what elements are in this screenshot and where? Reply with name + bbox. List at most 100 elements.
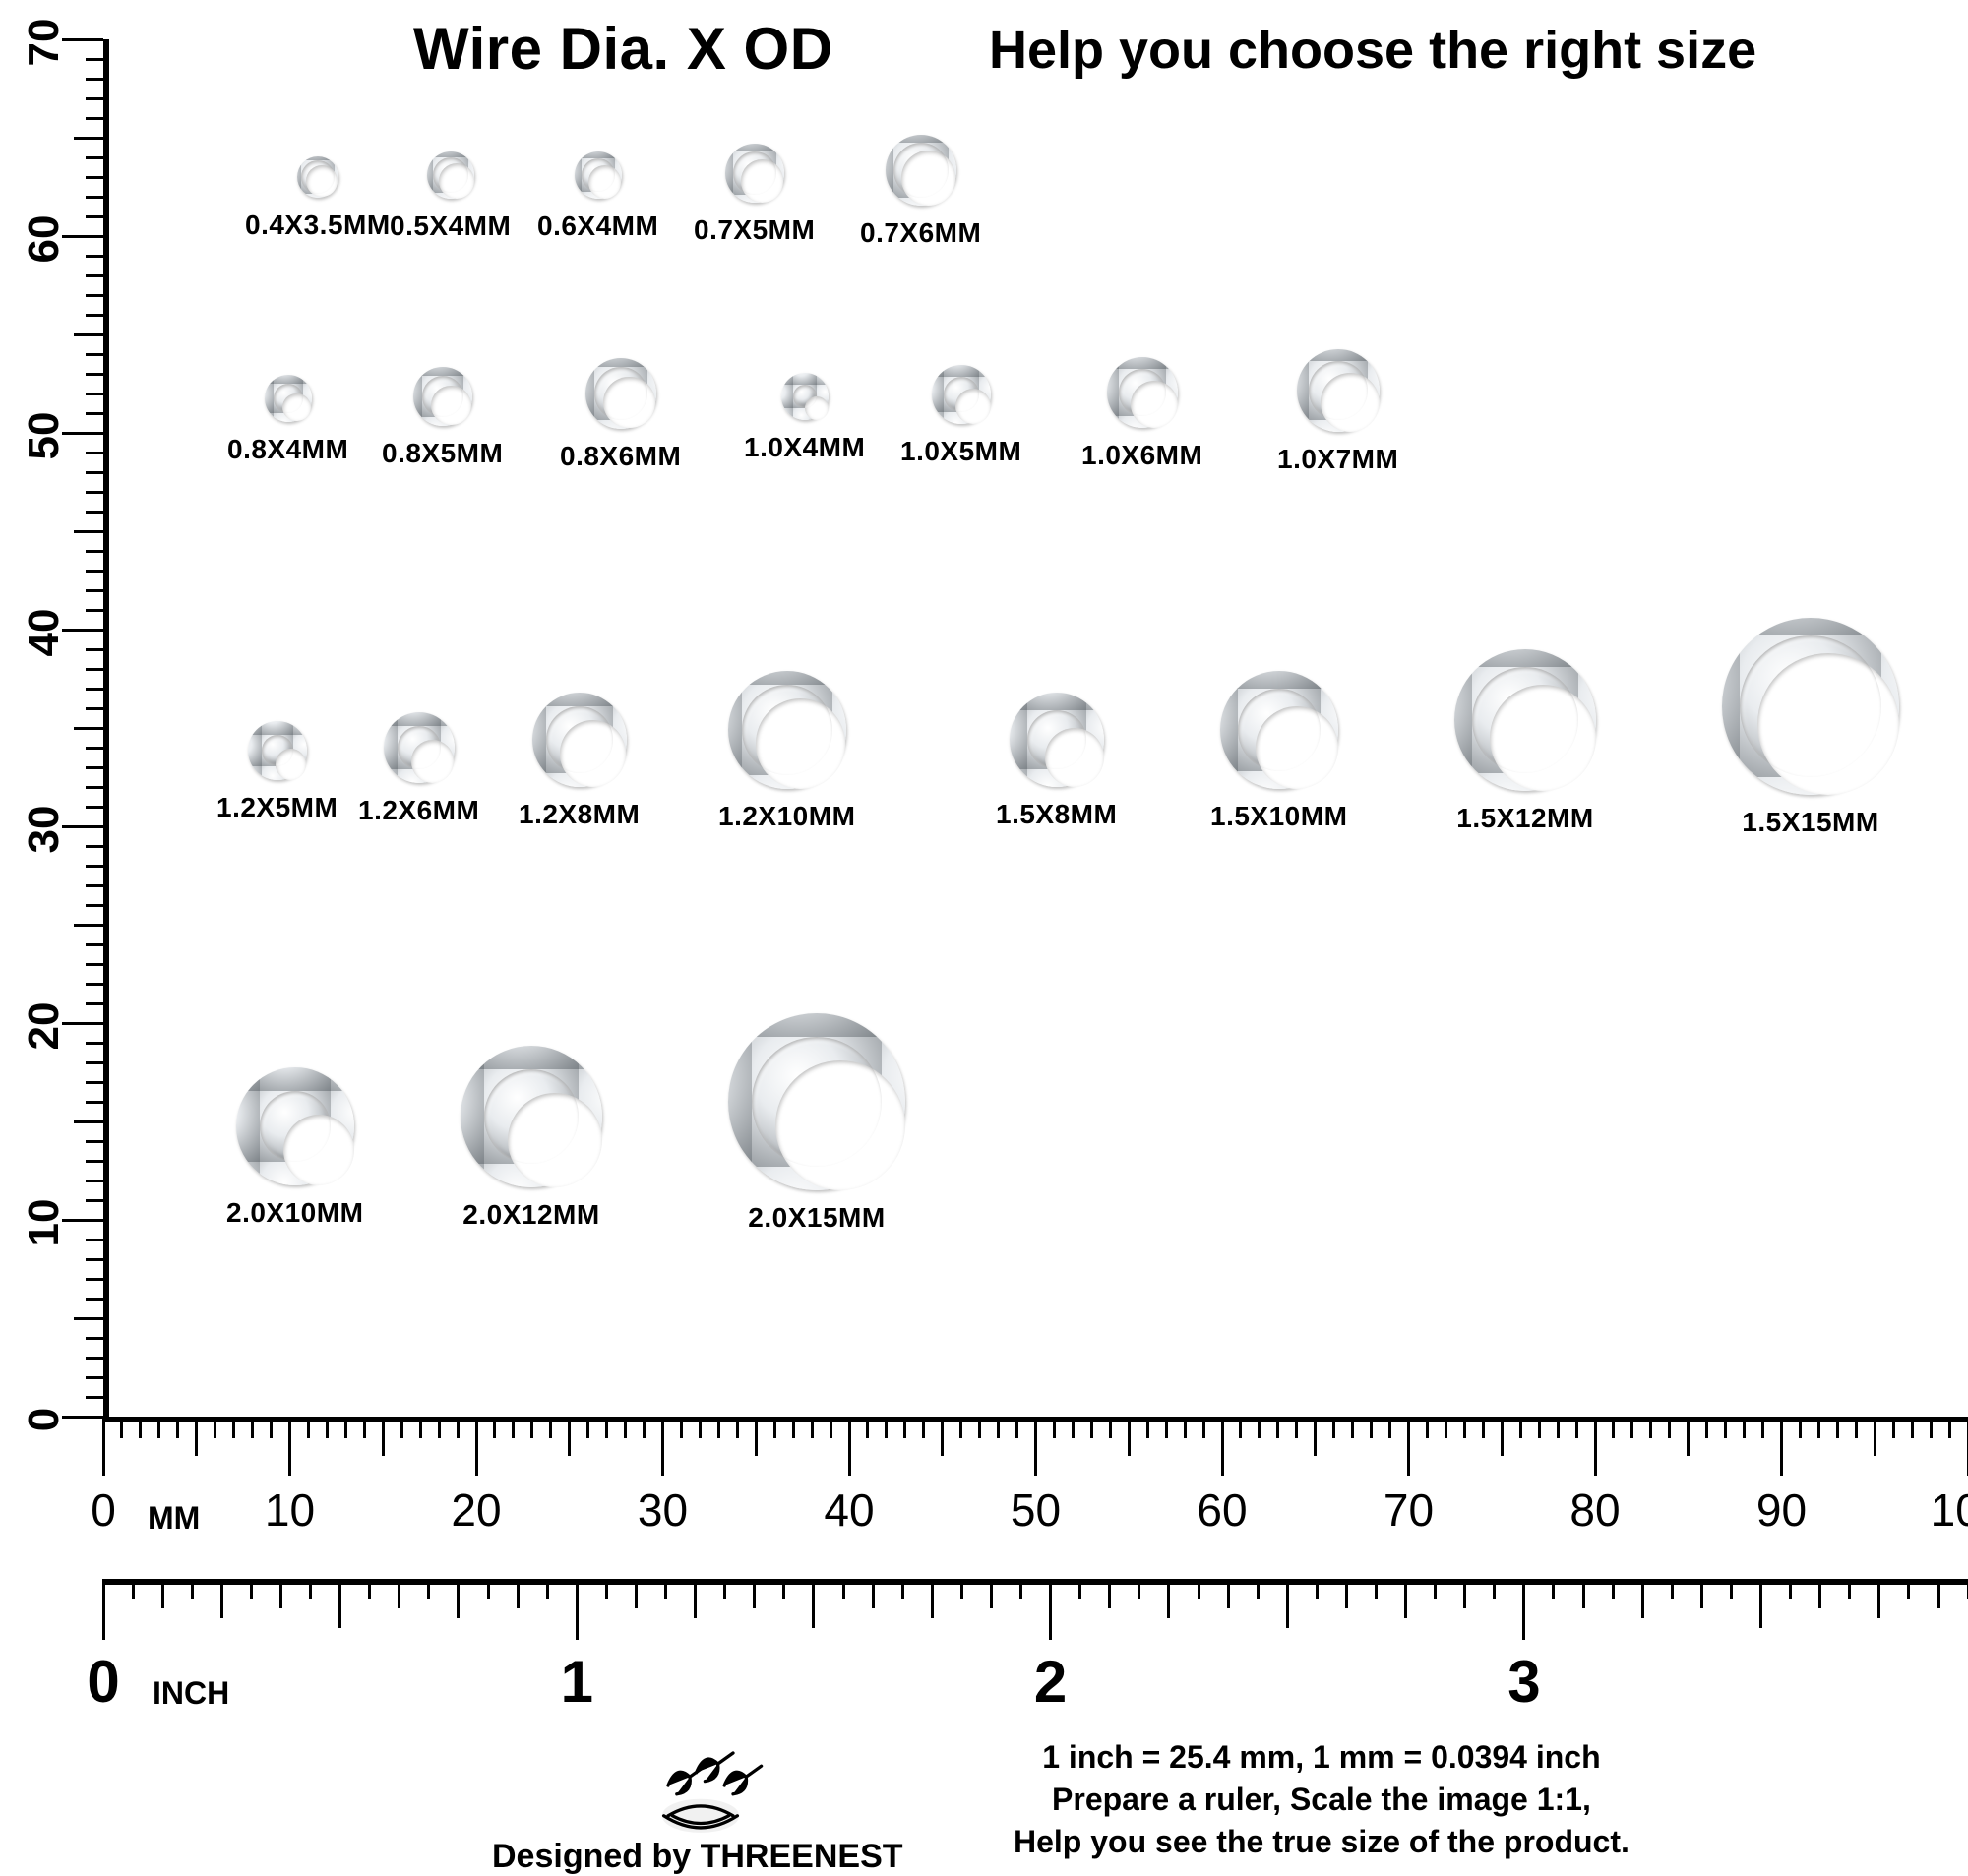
ruler-inch-label: 2 <box>1034 1648 1067 1716</box>
ring-item: 0.7X6MM <box>860 135 981 249</box>
ring-item: 0.5X4MM <box>390 151 511 242</box>
ring-label: 1.2X6MM <box>358 795 479 826</box>
threenest-logo-icon <box>625 1731 776 1845</box>
ruler-bottom-inch: 01234INCH <box>103 1579 1968 1585</box>
ring-item: 1.0X7MM <box>1277 349 1398 475</box>
ring-icon <box>236 1067 354 1185</box>
ring-icon <box>1220 671 1338 789</box>
ring-icon <box>461 1046 602 1187</box>
ruler-mm-label: 10 <box>265 1483 315 1537</box>
threenest-logo-svg <box>625 1731 776 1840</box>
ruler-inch-label: 0 <box>87 1648 119 1716</box>
designer-credit: Designed by THREENEST <box>492 1838 903 1876</box>
ring-icon <box>427 151 474 199</box>
ring-icon <box>932 365 991 424</box>
ring-item: 1.2X10MM <box>718 671 855 832</box>
ring-icon <box>728 671 846 789</box>
ring-item: 0.7X5MM <box>694 144 815 246</box>
ruler-left-label: 10 <box>20 1188 69 1257</box>
ring-label: 0.8X5MM <box>382 438 503 469</box>
ring-label: 1.0X6MM <box>1081 440 1202 471</box>
ring-item: 2.0X10MM <box>226 1067 363 1229</box>
ring-item: 1.2X8MM <box>519 693 640 830</box>
ruler-inch-label: 1 <box>561 1648 593 1716</box>
ruler-inch-label: 3 <box>1507 1648 1540 1716</box>
ring-icon <box>413 367 472 426</box>
ring-label: 0.7X6MM <box>860 217 981 249</box>
ring-label: 0.4X3.5MM <box>245 210 391 241</box>
ruler-mm-label: 70 <box>1384 1483 1434 1537</box>
ring-label: 2.0X12MM <box>462 1199 599 1231</box>
ring-label: 0.8X4MM <box>227 434 348 465</box>
ruler-left-label: 60 <box>20 205 69 273</box>
ruler-left-label: 0 <box>20 1385 69 1454</box>
ring-label: 1.2X8MM <box>519 799 640 830</box>
ruler-mm-label: 60 <box>1197 1483 1247 1537</box>
ring-icon <box>575 151 622 199</box>
ruler-left-mm: 010203040506070 <box>103 39 109 1417</box>
ring-icon <box>1722 618 1899 795</box>
ruler-mm-label: 30 <box>638 1483 688 1537</box>
ring-label: 0.8X6MM <box>560 441 681 472</box>
ruler-mm-label: 50 <box>1011 1483 1061 1537</box>
ring-label: 1.5X8MM <box>996 799 1117 830</box>
ring-item: 0.4X3.5MM <box>245 156 391 241</box>
ring-icon <box>1107 357 1178 428</box>
ring-icon <box>886 135 956 206</box>
ring-item: 1.2X6MM <box>358 712 479 826</box>
ruler-mm-unit: MM <box>148 1500 200 1537</box>
ring-item: 1.5X15MM <box>1722 618 1899 838</box>
title-main: Wire Dia. X OD <box>413 15 833 83</box>
ruler-left-label: 70 <box>20 8 69 77</box>
footer-line: Prepare a ruler, Scale the image 1:1, <box>1014 1779 1630 1821</box>
ring-item: 0.6X4MM <box>537 151 658 242</box>
ring-icon <box>532 693 627 787</box>
ring-icon <box>248 721 307 780</box>
footer-line: 1 inch = 25.4 mm, 1 mm = 0.0394 inch <box>1014 1736 1630 1779</box>
ring-icon <box>585 358 656 429</box>
ring-item: 1.0X6MM <box>1081 357 1202 471</box>
ruler-mm-label: 20 <box>451 1483 501 1537</box>
ring-icon <box>1454 649 1596 791</box>
ring-item: 0.8X5MM <box>382 367 503 469</box>
footer-note: 1 inch = 25.4 mm, 1 mm = 0.0394 inchPrep… <box>1014 1736 1630 1864</box>
ruler-left-label: 50 <box>20 401 69 470</box>
ring-item: 1.0X4MM <box>744 373 865 463</box>
ring-item: 1.5X12MM <box>1454 649 1596 834</box>
ruler-left-label: 40 <box>20 598 69 667</box>
ruler-mm-label: 100 <box>1931 1483 1968 1537</box>
ring-label: 2.0X15MM <box>748 1202 885 1234</box>
ring-item: 2.0X12MM <box>461 1046 602 1231</box>
ring-label: 0.6X4MM <box>537 211 658 242</box>
ring-icon <box>265 375 312 422</box>
ruler-inch-unit: INCH <box>153 1675 229 1712</box>
ring-item: 2.0X15MM <box>728 1013 905 1234</box>
ring-icon <box>1297 349 1380 432</box>
ring-item: 0.8X4MM <box>227 375 348 465</box>
ruler-left-label: 30 <box>20 795 69 864</box>
ruler-mm-label: 0 <box>91 1483 116 1537</box>
ring-label: 0.5X4MM <box>390 211 511 242</box>
ring-item: 1.5X8MM <box>996 693 1117 830</box>
ring-item: 1.0X5MM <box>900 365 1021 467</box>
ring-label: 1.5X10MM <box>1210 801 1347 832</box>
ruler-mm-label: 90 <box>1756 1483 1807 1537</box>
ring-label: 1.0X4MM <box>744 432 865 463</box>
ruler-bottom-mm: 0102030405060708090100MM <box>103 1417 1968 1422</box>
ring-label: 1.0X7MM <box>1277 444 1398 475</box>
ring-label: 0.7X5MM <box>694 214 815 246</box>
ruler-mm-label: 80 <box>1569 1483 1620 1537</box>
ring-icon <box>728 1013 905 1190</box>
title-sub: Help you choose the right size <box>989 20 1756 81</box>
ring-label: 1.0X5MM <box>900 436 1021 467</box>
ring-icon <box>725 144 784 203</box>
ring-label: 1.2X10MM <box>718 801 855 832</box>
ring-label: 2.0X10MM <box>226 1197 363 1229</box>
ring-icon <box>384 712 455 783</box>
ring-icon <box>297 156 338 198</box>
ring-label: 1.5X12MM <box>1456 803 1593 834</box>
ring-icon <box>1010 693 1104 787</box>
ruler-left-label: 20 <box>20 992 69 1060</box>
ring-label: 1.5X15MM <box>1742 807 1878 838</box>
ring-label: 1.2X5MM <box>216 792 338 823</box>
